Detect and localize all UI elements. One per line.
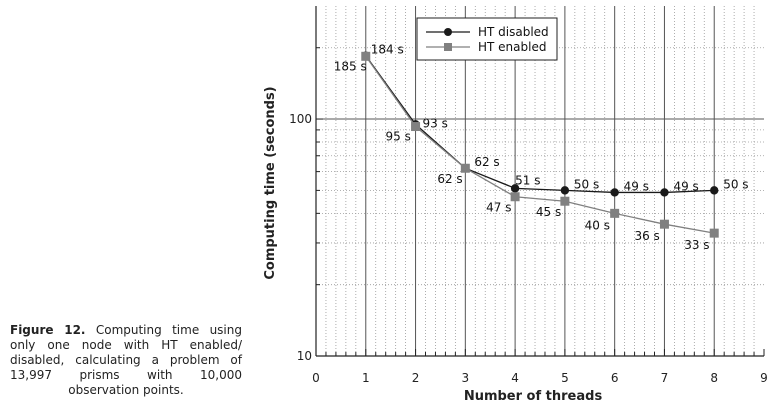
- x-tick-label: 6: [611, 371, 619, 385]
- y-tick-label: 100: [289, 112, 312, 126]
- x-tick-label: 7: [661, 371, 669, 385]
- x-tick-label: 0: [312, 371, 320, 385]
- data-label-ht-enabled: 36 s: [634, 229, 659, 243]
- figure-caption: Figure 12. Computing time using only one…: [10, 323, 242, 398]
- data-point-ht-disabled: [510, 184, 520, 193]
- data-label-ht-enabled: 47 s: [486, 201, 511, 215]
- series-line-ht-enabled: [365, 55, 715, 234]
- x-tick-label: 2: [412, 371, 420, 385]
- data-label-ht-enabled: 45 s: [536, 205, 561, 219]
- legend-marker-ht-enabled: [444, 43, 452, 51]
- y-axis-title: Computing time (seconds): [263, 86, 278, 279]
- data-point-ht-enabled: [659, 219, 669, 229]
- grid: [316, 6, 764, 356]
- caption-text: Computing time using only one node with …: [10, 323, 242, 397]
- x-tick-label: 5: [561, 371, 569, 385]
- y-tick-label: 10: [297, 349, 312, 363]
- data-label-ht-enabled: 40 s: [585, 218, 610, 232]
- data-point-ht-disabled: [560, 186, 570, 195]
- legend: HT disabled HT enabled: [416, 17, 558, 61]
- data-label-ht-disabled: 95 s: [386, 129, 411, 143]
- x-tick-label: 1: [362, 371, 370, 385]
- legend-label-ht-enabled: HT enabled: [478, 40, 546, 54]
- legend-box: [416, 17, 558, 61]
- data-labels: 185 s 95 s 62 s 51 s 50 s 49 s 49 s 50 s 184 s 93…: [334, 42, 749, 252]
- data-label-ht-disabled: 62 s: [437, 172, 462, 186]
- data-label-ht-disabled: 185 s: [334, 60, 367, 74]
- data-point-ht-disabled: [660, 188, 669, 197]
- legend-marker-ht-disabled: [444, 28, 452, 36]
- series-line-ht-disabled: [365, 55, 715, 194]
- data-point-ht-enabled: [610, 208, 620, 218]
- data-label-ht-enabled: 33 s: [684, 238, 709, 252]
- data-point-ht-disabled: [710, 186, 719, 195]
- data-point-ht-enabled: [560, 196, 570, 206]
- data-label-ht-enabled: 62 s: [474, 155, 499, 169]
- data-label-ht-enabled: 93 s: [423, 117, 448, 131]
- data-point-ht-enabled: [411, 122, 421, 132]
- x-tick-label: 4: [511, 371, 519, 385]
- data-point-ht-disabled: [610, 188, 619, 197]
- x-tick-label: 9: [760, 371, 768, 385]
- data-label-ht-enabled: 184 s: [371, 42, 404, 56]
- axes: 0 1 2 3 4 5 6 7 8 9 10 100: [289, 6, 768, 385]
- data-label-ht-disabled: 49 s: [624, 179, 649, 193]
- data-label-ht-disabled: 50 s: [574, 177, 599, 191]
- data-label-ht-disabled: 50 s: [723, 177, 748, 191]
- caption-label: Figure 12.: [10, 323, 86, 337]
- data-point-ht-enabled: [709, 228, 719, 238]
- x-axis-title: Number of threads: [464, 389, 603, 404]
- data-label-ht-disabled: 51 s: [515, 173, 540, 187]
- x-tick-label: 8: [710, 371, 718, 385]
- data-label-ht-disabled: 49 s: [673, 179, 698, 193]
- legend-label-ht-disabled: HT disabled: [478, 25, 549, 39]
- series-layer: [361, 51, 719, 238]
- data-point-ht-enabled: [460, 163, 470, 173]
- x-tick-label: 3: [462, 371, 470, 385]
- data-point-ht-enabled: [361, 51, 371, 61]
- data-point-ht-enabled: [510, 192, 520, 202]
